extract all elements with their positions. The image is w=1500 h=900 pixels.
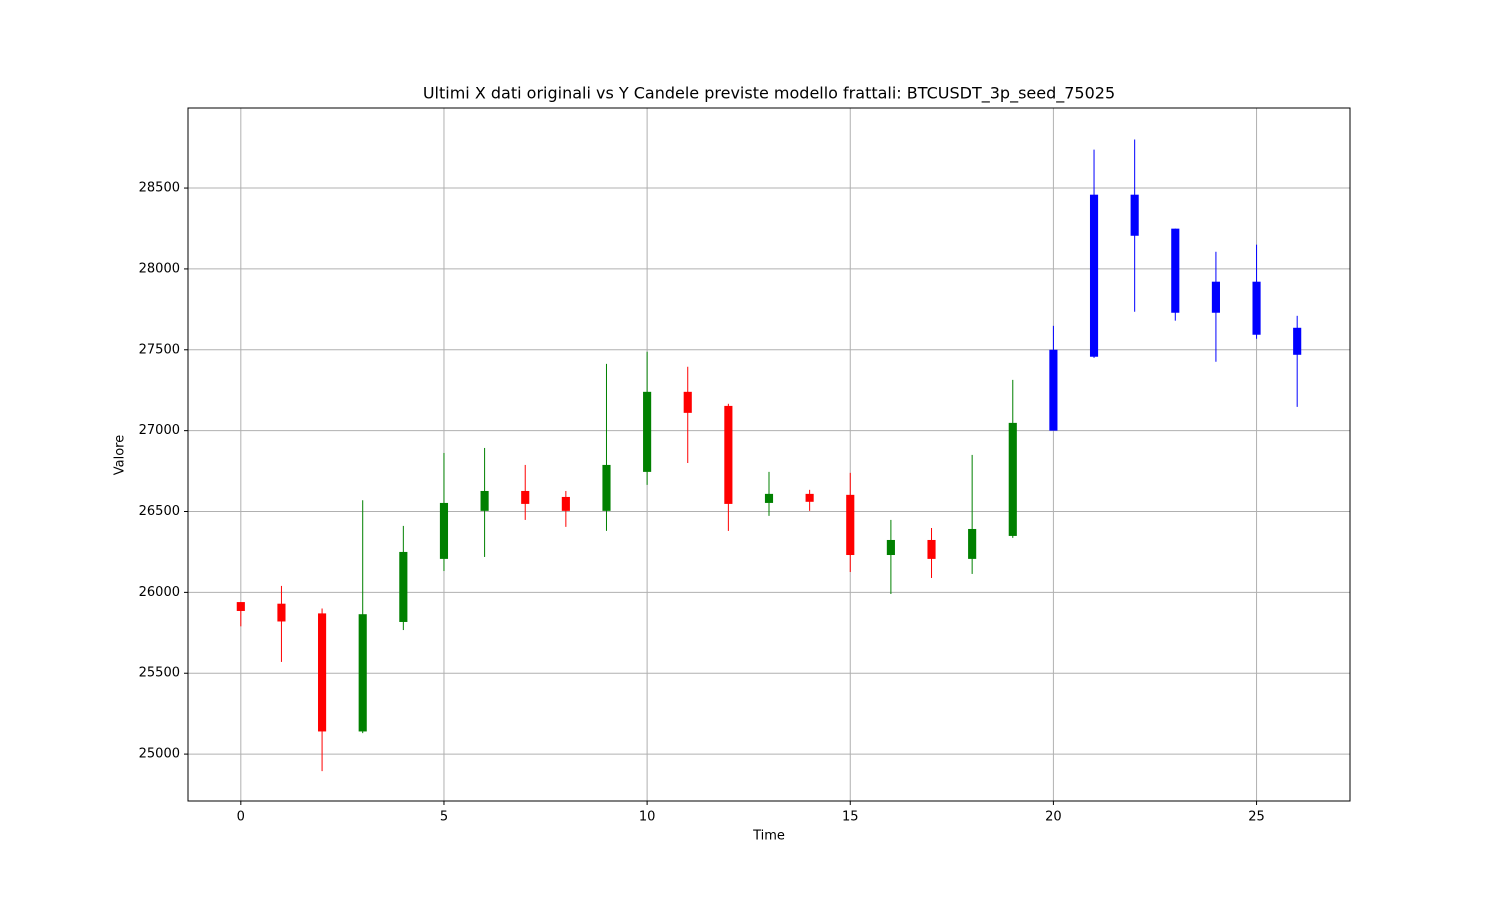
candle-body (521, 490, 530, 504)
candle-body (724, 405, 733, 504)
x-tick-label: 5 (440, 810, 448, 825)
candle-body (886, 539, 895, 556)
candle-body (643, 391, 652, 472)
plot-frame (187, 107, 1351, 802)
candle-body (480, 490, 489, 511)
x-tick-label: 0 (237, 810, 245, 825)
candle-body (561, 496, 570, 511)
candle-body (277, 603, 286, 622)
candle-body (805, 493, 814, 502)
x-tick-label: 20 (1045, 810, 1062, 825)
candle-body (1089, 194, 1099, 357)
candle-body (846, 494, 855, 556)
y-tick-label: 25500 (139, 666, 180, 681)
x-tick-label: 25 (1248, 810, 1265, 825)
candle-body (236, 602, 245, 611)
y-tick-label: 25000 (139, 747, 180, 762)
candle-body (358, 614, 367, 732)
candle-body (683, 391, 692, 413)
y-axis-label: Valore (113, 435, 128, 475)
x-tick-label: 10 (639, 810, 656, 825)
x-tick-label: 15 (842, 810, 859, 825)
y-tick-label: 28500 (139, 181, 180, 196)
y-tick-label: 27000 (139, 423, 180, 438)
candle-body (1130, 194, 1139, 236)
y-tick-label: 26000 (139, 585, 180, 600)
y-tick-label: 28000 (139, 261, 180, 276)
candle-body (602, 464, 611, 511)
candle-body (764, 493, 774, 503)
candle-body (439, 502, 449, 559)
candle-body (399, 551, 408, 622)
candle-body (1293, 327, 1302, 355)
candle-body (1171, 228, 1180, 313)
candle-body (1211, 281, 1220, 313)
y-tick-label: 26500 (139, 504, 180, 519)
candle-body (1252, 281, 1261, 335)
y-tick-label: 27500 (139, 342, 180, 357)
candle-body (1008, 422, 1017, 536)
candle-body (927, 539, 936, 559)
x-axis-label: Time (752, 829, 785, 844)
candle-body (318, 613, 327, 732)
chart-title: Ultimi X dati originali vs Y Candele pre… (423, 84, 1115, 104)
candle-body (968, 528, 977, 559)
candle-body (1049, 349, 1058, 431)
